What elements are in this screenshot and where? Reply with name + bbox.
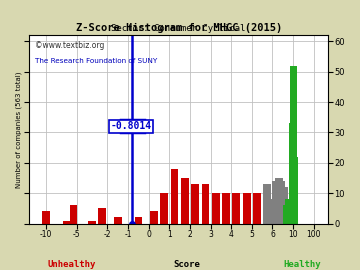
- Bar: [289, 199, 297, 224]
- Bar: [288, 205, 296, 224]
- Text: -0.8014: -0.8014: [111, 122, 152, 131]
- Bar: [171, 169, 179, 224]
- Bar: [63, 221, 71, 224]
- Bar: [290, 211, 298, 224]
- Bar: [212, 193, 220, 224]
- Bar: [289, 66, 297, 224]
- Text: Score: Score: [174, 260, 201, 269]
- Bar: [222, 193, 230, 224]
- Text: Sector: Consumer Cyclical: Sector: Consumer Cyclical: [112, 24, 246, 33]
- Bar: [283, 205, 291, 224]
- Bar: [42, 214, 50, 224]
- Bar: [289, 202, 297, 224]
- Bar: [289, 205, 297, 224]
- Bar: [181, 178, 189, 224]
- Bar: [290, 208, 298, 224]
- Bar: [289, 205, 297, 224]
- Text: Unhealthy: Unhealthy: [48, 260, 96, 269]
- Bar: [114, 217, 122, 224]
- Bar: [88, 221, 96, 224]
- Bar: [289, 184, 297, 224]
- Bar: [253, 193, 261, 224]
- Text: ©www.textbiz.org: ©www.textbiz.org: [35, 41, 104, 50]
- Bar: [150, 211, 158, 224]
- Bar: [285, 199, 293, 224]
- Bar: [135, 217, 142, 224]
- Bar: [290, 205, 297, 224]
- Bar: [290, 157, 298, 224]
- Bar: [289, 202, 297, 224]
- Text: Healthy: Healthy: [284, 260, 321, 269]
- Bar: [264, 184, 271, 224]
- Bar: [280, 187, 288, 224]
- Bar: [233, 193, 240, 224]
- Bar: [160, 193, 168, 224]
- Text: The Research Foundation of SUNY: The Research Foundation of SUNY: [35, 58, 157, 64]
- Title: Z-Score Histogram for MHGC (2015): Z-Score Histogram for MHGC (2015): [76, 23, 282, 33]
- Bar: [278, 181, 285, 224]
- Bar: [42, 211, 50, 224]
- Y-axis label: Number of companies (563 total): Number of companies (563 total): [15, 71, 22, 188]
- Bar: [273, 181, 280, 224]
- Bar: [191, 184, 199, 224]
- Bar: [275, 178, 283, 224]
- Bar: [98, 208, 106, 224]
- Bar: [270, 199, 278, 224]
- Bar: [69, 205, 77, 224]
- Bar: [243, 193, 251, 224]
- Bar: [289, 123, 297, 224]
- Bar: [289, 199, 297, 224]
- Bar: [289, 193, 297, 224]
- Bar: [202, 184, 210, 224]
